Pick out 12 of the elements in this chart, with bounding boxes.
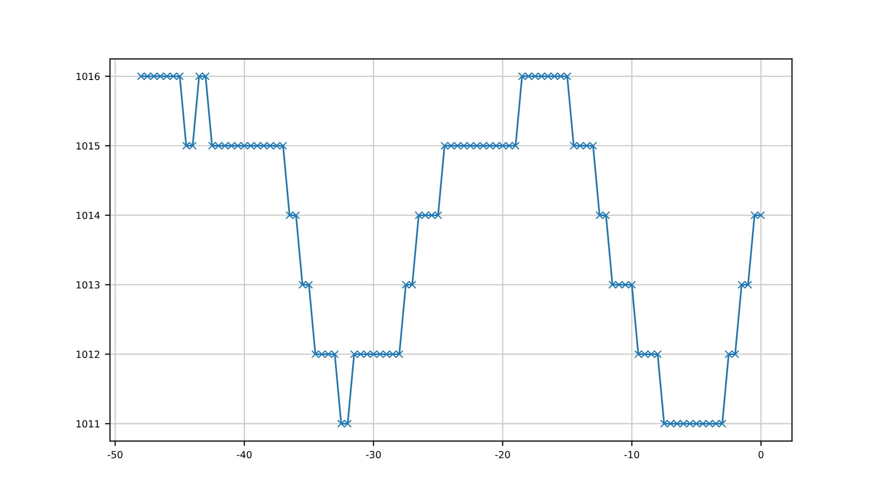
y-tick-label: 1015 [76, 142, 100, 150]
x-tick-label: -20 [495, 450, 510, 458]
x-tick-label: -40 [236, 450, 252, 458]
y-tick-label: 1016 [76, 72, 100, 80]
x-tick-label: -10 [624, 450, 640, 458]
x-tick-label: -50 [108, 450, 122, 458]
x-tick-label: 0 [758, 450, 764, 458]
y-tick-label: 1011 [76, 420, 100, 428]
y-tick-label: 1013 [76, 281, 100, 289]
x-tick-label: -30 [366, 450, 381, 458]
y-tick-label: 1014 [76, 212, 100, 220]
y-tick-label: 1012 [76, 350, 100, 358]
